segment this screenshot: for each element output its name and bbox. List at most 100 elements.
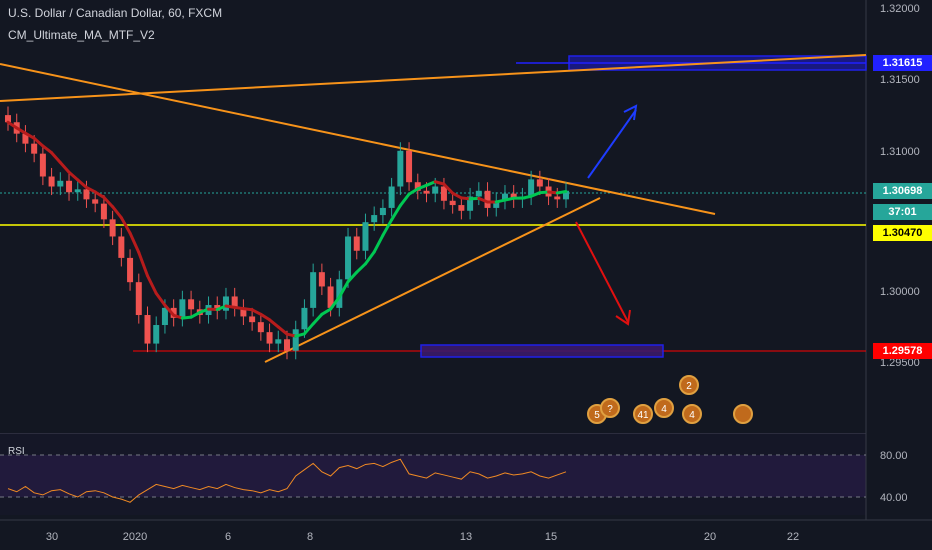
- candle-body: [39, 153, 46, 177]
- ma-segment: [146, 274, 158, 295]
- time-tick-label: 8: [307, 531, 313, 543]
- ma-segment: [477, 196, 490, 204]
- ma-segment: [329, 295, 341, 311]
- indicator-label[interactable]: CM_Ultimate_MA_MTF_V2: [8, 28, 155, 42]
- candle-body: [318, 272, 325, 287]
- candle-body: [536, 179, 543, 187]
- ma-segment: [294, 332, 306, 338]
- candle-body: [528, 179, 535, 197]
- candle-body: [222, 296, 229, 311]
- ma-segment: [32, 136, 45, 148]
- down-arrow-head: [615, 309, 631, 326]
- event-count: ?: [607, 404, 613, 415]
- event-icon: [679, 375, 699, 395]
- candle-body: [327, 286, 334, 308]
- ma-segment: [372, 233, 385, 254]
- ma-segment: [84, 185, 97, 194]
- candle-body: [440, 186, 447, 201]
- time-tick-label: 15: [545, 531, 557, 543]
- ma-segment: [355, 262, 367, 274]
- candle-body: [449, 200, 456, 206]
- ma-segment: [268, 318, 280, 329]
- candle-body: [5, 115, 11, 123]
- ma-segment: [407, 187, 420, 196]
- ma-segment: [154, 291, 167, 307]
- ma-segment: [137, 250, 149, 278]
- candle-body: [161, 307, 168, 326]
- candle-body: [83, 189, 90, 200]
- upper-trendline: [0, 54, 867, 102]
- event-icon: [654, 398, 674, 418]
- rsi-line: [7, 458, 567, 503]
- ma-segment: [398, 192, 411, 208]
- ma-segment: [555, 189, 568, 195]
- time-tick-label: 6: [225, 531, 231, 543]
- rsi-level-label: 40.00: [880, 492, 908, 504]
- time-tick-label: 22: [787, 531, 799, 543]
- candle-body: [336, 279, 343, 308]
- candle-body: [275, 339, 282, 344]
- ma-segment: [76, 178, 88, 189]
- candle-body: [484, 190, 491, 208]
- candle-body: [144, 315, 151, 344]
- price-tick-label: 1.31500: [880, 74, 920, 86]
- candle-body: [388, 186, 395, 208]
- price-tick-label: 1.30000: [880, 286, 920, 298]
- event-count: 41: [637, 410, 649, 421]
- ma-segment: [320, 307, 333, 316]
- candle-body: [109, 219, 116, 237]
- ma-segment: [346, 270, 359, 284]
- ma-segment: [102, 195, 115, 209]
- candle-body: [458, 205, 465, 211]
- candle-body: [353, 236, 360, 251]
- candle-body: [510, 193, 517, 200]
- candle-body: [22, 133, 29, 144]
- candle-body: [100, 203, 107, 220]
- candle-body: [57, 180, 64, 187]
- candle-body: [179, 299, 186, 318]
- ma-segment: [451, 191, 463, 200]
- ma-segment: [198, 307, 211, 314]
- candle-body: [501, 193, 508, 201]
- candle-body: [257, 322, 264, 333]
- candle-body: [92, 199, 99, 204]
- up-arrow-shaft: [587, 109, 637, 179]
- price-tag: 1.31615: [873, 55, 932, 71]
- candle-body: [292, 329, 299, 351]
- rsi-band: [0, 455, 866, 497]
- ma-segment: [250, 308, 263, 316]
- time-tick-label: 20: [704, 531, 716, 543]
- candle-body: [266, 332, 273, 344]
- candle-body: [423, 190, 430, 194]
- event-count: 2: [686, 381, 692, 392]
- candle-body: [66, 180, 73, 193]
- ma-segment: [93, 190, 106, 199]
- ma-segment: [416, 183, 428, 191]
- ma-segment: [67, 170, 80, 182]
- candle-body: [414, 182, 421, 191]
- price-tag: 37:01: [873, 204, 932, 220]
- ma-segment: [6, 120, 19, 130]
- time-tick-label: 30: [46, 531, 58, 543]
- ma-segment: [41, 144, 54, 155]
- ma-segment: [15, 126, 27, 135]
- ma-segment: [529, 191, 542, 198]
- event-count: 4: [661, 404, 667, 415]
- target-zone: [420, 344, 664, 358]
- ma-segment: [189, 310, 202, 319]
- ma-segment: [381, 218, 394, 237]
- candle-body: [475, 190, 482, 197]
- event-flag-icon: [733, 404, 753, 424]
- rsi-level-label: 80.00: [880, 450, 908, 462]
- candle-body: [310, 272, 317, 308]
- ma-segment: [172, 313, 184, 320]
- candle-body: [153, 325, 160, 344]
- chart-title: U.S. Dollar / Canadian Dollar, 60, FXCM: [8, 6, 223, 20]
- ma-segment: [58, 160, 71, 174]
- candle-body: [554, 196, 561, 200]
- candle-body: [48, 176, 55, 187]
- price-tag: 1.30698: [873, 183, 932, 199]
- ma-segment: [111, 205, 123, 220]
- ma-segment: [276, 325, 289, 336]
- ma-segment: [433, 180, 446, 186]
